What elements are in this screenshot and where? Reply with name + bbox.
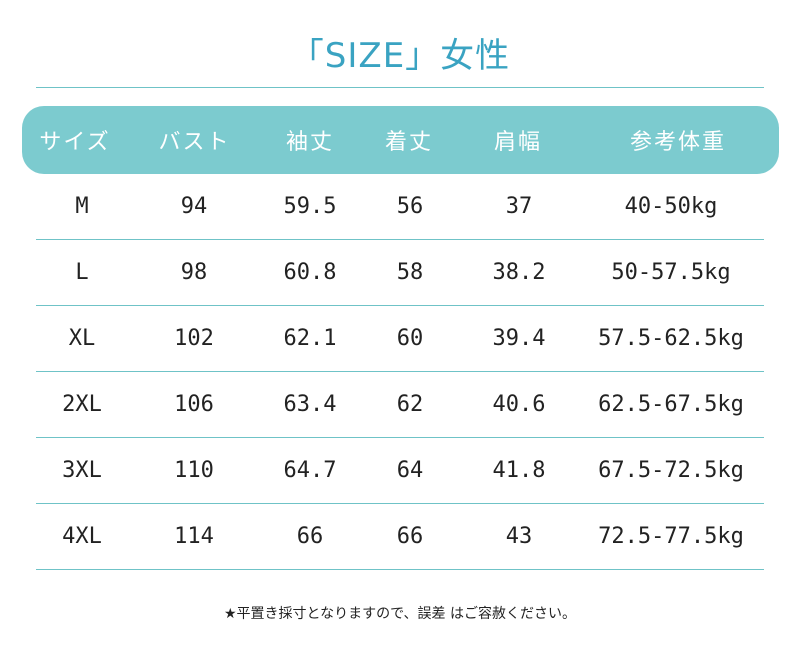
table-cell: 62.5-67.5kg [598, 392, 744, 417]
table-cell: 50-57.5kg [611, 260, 731, 285]
table-cell: 94 [180, 194, 208, 219]
table-cell: 38.2 [492, 260, 546, 285]
table-cell: XL [68, 326, 96, 351]
table-cell: 40.6 [492, 392, 546, 417]
table-cell: 102 [174, 326, 214, 351]
table-row: 4XL 114 66 66 43 72.5-77.5kg [36, 504, 764, 570]
table-row: L 98 60.8 58 38.2 50-57.5kg [36, 240, 764, 306]
table-cell: 64 [396, 458, 424, 483]
measurement-note: ★平置き採寸となりますので、誤差 はご容赦ください。 [223, 606, 577, 622]
header-cell: 参考体重 [629, 130, 726, 155]
table-cell: L [75, 260, 89, 285]
table-cell: 63.4 [283, 392, 337, 417]
table-cell: 62.1 [283, 326, 337, 351]
table-cell: 60.8 [283, 260, 337, 285]
table-cell: 39.4 [492, 326, 546, 351]
table-row: 2XL 106 63.4 62 40.6 62.5-67.5kg [36, 372, 764, 438]
header-cell: バスト [158, 130, 231, 155]
table-cell: 2XL [62, 392, 102, 417]
table-row: M 94 59.5 56 37 40-50kg [36, 174, 764, 240]
table-cell: 58 [396, 260, 424, 285]
table-cell: 110 [174, 458, 214, 483]
table-cell: 56 [396, 194, 424, 219]
table-cell: 43 [505, 524, 533, 549]
page-title: 「SIZE」女性 [289, 36, 511, 76]
table-row: XL 102 62.1 60 39.4 57.5-62.5kg [36, 306, 764, 372]
table-cell: 72.5-77.5kg [598, 524, 744, 549]
table-cell: 66 [296, 524, 324, 549]
size-table-body: M 94 59.5 56 37 40-50kg L 98 60.8 58 38.2 50-57.5kg… [36, 174, 764, 570]
table-cell: 57.5-62.5kg [598, 326, 744, 351]
table-cell: 67.5-72.5kg [598, 458, 744, 483]
header-cell: 着丈 [384, 130, 433, 155]
table-cell: 106 [174, 392, 214, 417]
table-cell: 66 [396, 524, 424, 549]
table-row: 3XL 110 64.7 64 41.8 67.5-72.5kg [36, 438, 764, 504]
table-cell: 40-50kg [624, 194, 718, 219]
table-cell: 4XL [62, 524, 102, 549]
table-cell: 62 [396, 392, 424, 417]
header-cell: 袖丈 [285, 130, 334, 155]
table-cell: 37 [505, 194, 533, 219]
header-cell: 肩幅 [493, 130, 542, 155]
title-divider [36, 87, 764, 88]
table-cell: M [75, 194, 89, 219]
header-cell: サイズ [39, 130, 111, 155]
table-header: サイズ バスト 袖丈 着丈 肩幅 参考体重 [22, 106, 779, 174]
table-cell: 64.7 [283, 458, 337, 483]
table-cell: 98 [180, 260, 208, 285]
table-cell: 59.5 [283, 194, 337, 219]
table-cell: 60 [396, 326, 424, 351]
table-cell: 114 [174, 524, 214, 549]
table-cell: 3XL [62, 458, 102, 483]
table-cell: 41.8 [492, 458, 546, 483]
